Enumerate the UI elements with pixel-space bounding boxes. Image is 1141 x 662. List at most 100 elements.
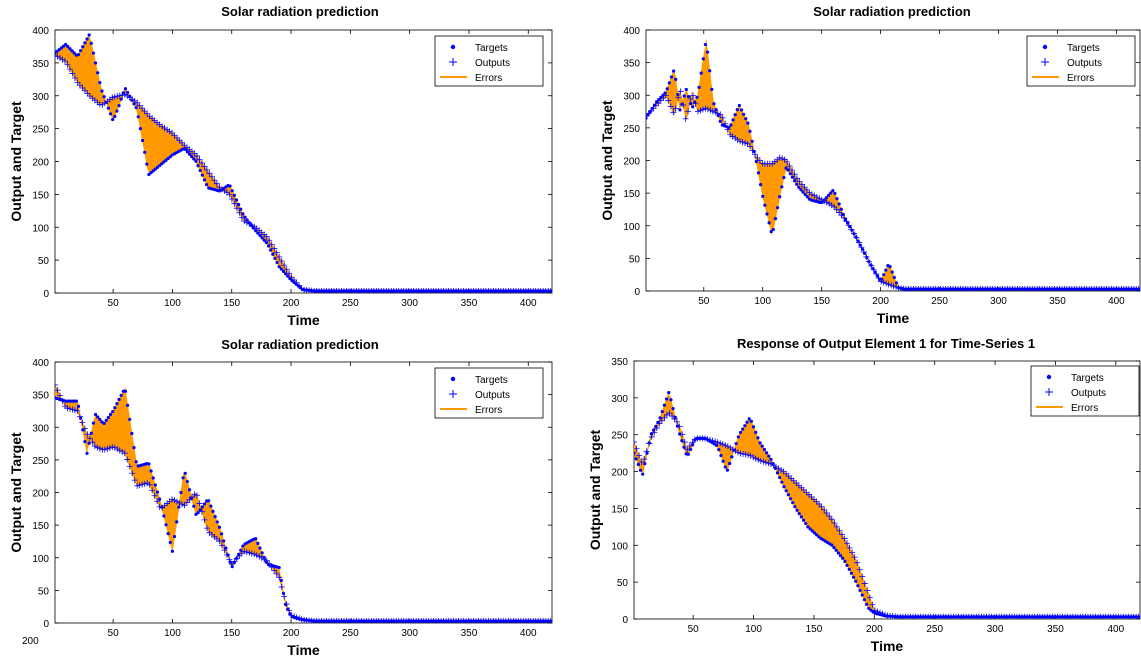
output-point [71,407,78,414]
y-tick-label: 0 [43,619,49,630]
output-point [722,120,729,127]
target-point [830,543,834,547]
output-point [79,84,86,91]
output-point [634,445,640,452]
target-point [215,520,219,524]
target-point [224,546,228,550]
output-point [146,481,153,488]
target-point [750,139,754,143]
target-point [57,47,61,52]
output-point [767,460,774,467]
target-point [279,267,283,271]
target-point [269,248,273,252]
target-point [175,520,179,524]
chart-svg: Solar radiation prediction Time Output and… [8,4,553,328]
y-tick-label: 150 [32,190,49,201]
x-tick-label: 100 [164,298,181,309]
output-point [803,186,810,193]
target-point [153,483,157,487]
output-point [174,134,181,141]
target-point [758,441,762,445]
target-point [795,182,799,186]
target-point [723,465,727,469]
output-point [196,500,203,507]
target-point [733,113,737,117]
output-point [131,477,138,484]
output-point [665,97,672,104]
output-point [79,419,86,426]
target-point [79,49,83,53]
output-point [266,560,273,567]
plot-marks [634,391,1140,619]
output-point [789,167,796,174]
target-point [748,129,752,133]
output-point [757,457,764,464]
x-tick-label: 100 [745,624,762,635]
plot-marks [646,39,1140,291]
x-tick-label: 150 [813,296,830,307]
output-point [770,462,777,469]
output-point [714,110,721,117]
y-tick-label: 300 [32,423,49,434]
target-point [232,193,236,197]
output-point [875,275,882,282]
output-point [231,200,238,207]
output-point [89,439,96,446]
output-point [291,613,298,620]
target-point [746,121,750,125]
output-point [291,276,298,283]
target-point [680,439,684,443]
target-point [701,57,705,61]
target-point [177,505,181,509]
output-point [816,195,823,202]
target-point [119,393,123,398]
target-point [849,571,853,575]
output-point [64,61,71,68]
target-point [170,549,175,553]
target-point [678,108,682,112]
target-point [96,71,100,75]
output-point [690,92,697,99]
legend-label: Errors [1071,403,1098,414]
target-point [835,197,839,201]
y-axis-label: Output and Target [8,101,24,222]
target-point [669,398,673,402]
target-point [695,95,699,99]
output-point [674,418,681,425]
target-point [194,159,198,163]
x-tick-label: 350 [1047,624,1064,635]
output-point [760,458,767,465]
target-point [125,403,130,407]
target-point [187,488,192,492]
output-point [846,222,853,229]
legend-label: Targets [475,375,508,386]
target-point [275,260,279,265]
output-point [203,166,210,173]
target-point [66,44,70,49]
target-point [132,446,136,450]
output-point [136,482,143,489]
output-point [893,283,900,290]
target-point [194,512,198,517]
target-point [665,87,669,91]
target-point [207,499,211,503]
target-point [792,179,797,183]
target-point [660,409,664,414]
output-point [134,482,141,489]
target-point [760,444,764,448]
output-point [223,551,230,558]
target-point [185,479,189,484]
y-tick-label: 250 [623,124,640,135]
output-point [76,82,83,89]
output-point [271,245,278,252]
output-point [154,498,161,505]
output-point [186,496,193,503]
y-tick-label: 200 [611,468,628,479]
target-point [254,537,258,541]
target-point [814,533,819,537]
chart-panel-top-right: Solar radiation prediction Time Output and… [590,0,1141,328]
output-point [722,442,729,449]
legend-targets-marker [450,44,456,50]
target-point [858,588,862,592]
target-point [782,485,786,489]
